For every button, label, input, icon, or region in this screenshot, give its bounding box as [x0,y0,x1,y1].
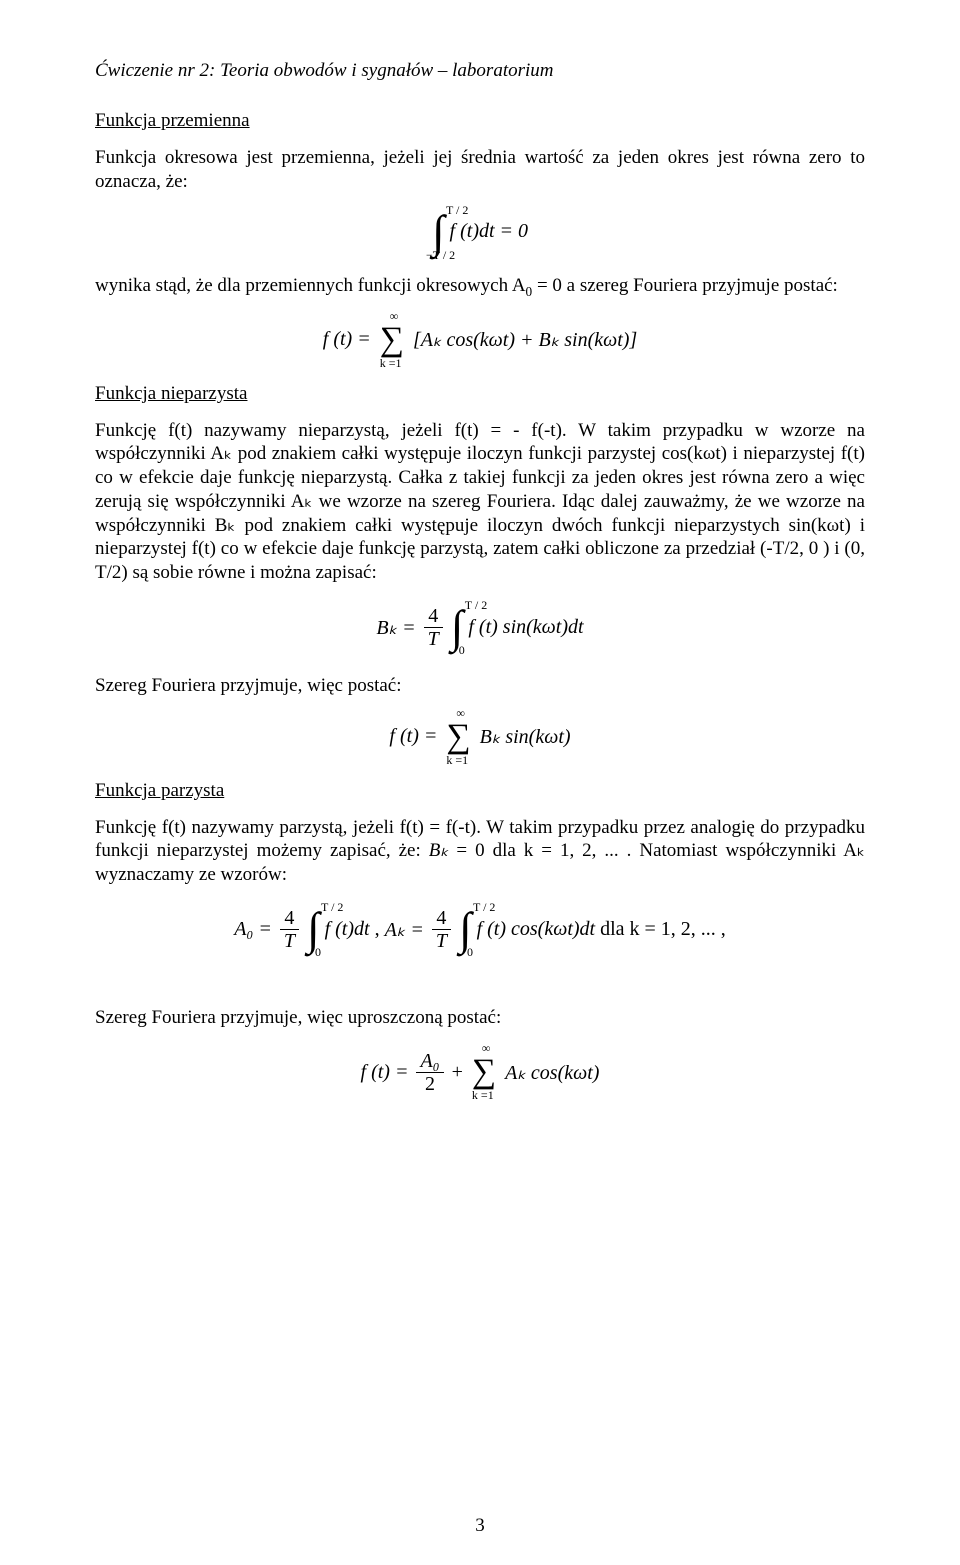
int-lower: −T / 2 [426,251,455,261]
f4-body: Bₖ sin(kωt) [480,724,571,749]
section-title-przemienna: Funkcja przemienna [95,110,865,132]
page: Ćwiczenie nr 2: Teoria obwodów i sygnałó… [0,0,960,1565]
para-1: Funkcja okresowa jest przemienna, jeżeli… [95,146,865,194]
f5-den2: T [432,930,451,952]
f5a-body: f (t)dt [325,918,370,941]
formula-integral-zero: ∫ T / 2 −T / 2 f (t)dt = 0 [95,214,865,251]
formula-Bk: Bₖ = 4 T ∫ T / 2 0 f (t) sin(kωt)dt [95,605,865,650]
f3-pre: Bₖ = [376,615,415,640]
para-3: Funkcję f(t) nazywamy nieparzystą, jeżel… [95,419,865,585]
f5-sep: , [375,918,380,941]
sum-top-2: ∞ [456,706,465,721]
f3-num: 4 [424,605,443,628]
page-header: Ćwiczenie nr 2: Teoria obwodów i sygnałó… [95,60,865,82]
formula-fourier-full: f (t) = ∑ ∞ k =1 [Aₖ cos(kωt) + Bₖ sin(k… [95,321,865,359]
section-title-nieparzysta: Funkcja nieparzysta [95,383,865,405]
integrand: f (t)dt = 0 [450,220,529,243]
formula-fourier-sin: f (t) = ∑ ∞ k =1 Bₖ sin(kωt) [95,718,865,756]
f6-body: Aₖ cos(kωt) [505,1060,599,1085]
int-upper-2: T / 2 [465,601,487,611]
formula-Ak: A₀ = 4 T ∫ T / 2 0 f (t)dt , Aₖ = 4 T ∫ … [95,907,865,952]
int-lower-3: 0 [315,948,321,958]
int-upper-4: T / 2 [473,903,495,913]
sum-bot-2: k =1 [446,753,468,768]
f5a-pre: A₀ = [234,918,272,941]
para-5: Funkcję f(t) nazywamy parzystą, jeżeli f… [95,816,865,887]
f3-body: f (t) sin(kωt)dt [468,616,583,639]
p5b: Bₖ [429,840,457,861]
int-upper-3: T / 2 [321,903,343,913]
f6-mid: + [452,1061,463,1084]
f5-tail: dla k = 1, 2, ... , [600,918,726,941]
f5-num: 4 [280,907,299,930]
int-lower-2: 0 [459,646,465,656]
f3-den: T [424,628,443,650]
f6-den: 2 [416,1073,443,1095]
para-6: Szereg Fouriera przyjmuje, więc uproszcz… [95,1006,865,1030]
sum-top: ∞ [390,309,399,324]
f4-pre: f (t) = [389,725,437,748]
para-2b: = 0 a szereg Fouriera przyjmuje postać: [532,275,838,296]
para-4: Szereg Fouriera przyjmuje, więc postać: [95,674,865,698]
f5-num2: 4 [432,907,451,930]
f5b-pre: Aₖ = [385,917,424,942]
f5b-body: f (t) cos(kωt)dt [477,918,596,941]
sum-bot: k =1 [380,356,402,371]
f2-body: [Aₖ cos(kωt) + Bₖ sin(kωt)] [413,327,637,352]
para-2: wynika stąd, że dla przemiennych funkcji… [95,274,865,300]
sum-bot-3: k =1 [472,1088,494,1103]
page-number: 3 [0,1515,960,1537]
int-lower-4: 0 [467,948,473,958]
sum-top-3: ∞ [482,1041,491,1056]
f2-pre: f (t) = [323,328,371,351]
para-2a: wynika stąd, że dla przemiennych funkcji… [95,275,526,296]
formula-fourier-cos: f (t) = A₀ 2 + ∑ ∞ k =1 Aₖ cos(kωt) [95,1050,865,1095]
f6-num: A₀ [416,1050,443,1073]
f5-den: T [280,930,299,952]
section-title-parzysta: Funkcja parzysta [95,780,865,802]
f6-pre: f (t) = [361,1061,409,1084]
int-upper: T / 2 [446,206,468,216]
